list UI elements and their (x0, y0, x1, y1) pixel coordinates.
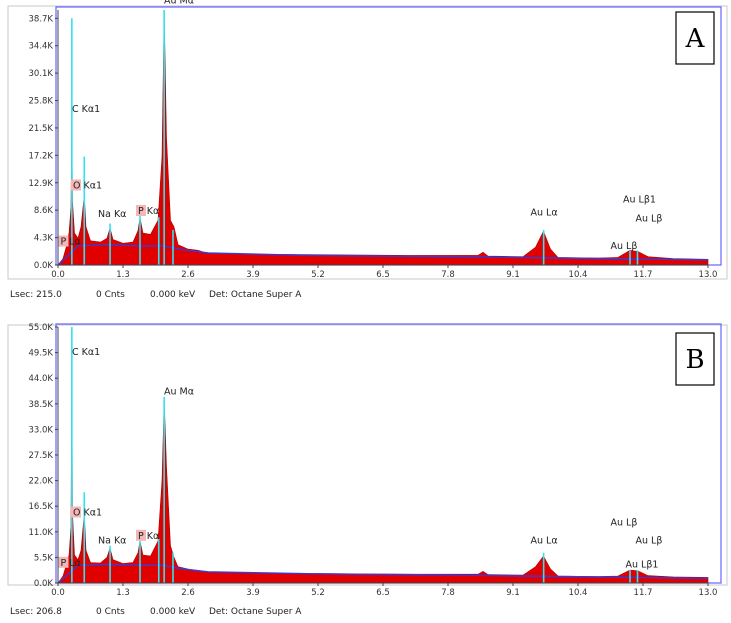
y-tick-label: 38.7K (29, 14, 54, 24)
x-tick-label: 2.6 (181, 270, 195, 280)
y-tick-label: 4.3K (34, 234, 54, 244)
peak-label: Au Mα (164, 386, 194, 397)
y-tick-label: 12.9K (29, 179, 54, 189)
peak-label: P Kα (138, 531, 159, 542)
y-tick-label: 8.6K (34, 206, 54, 216)
peak-label: O Kα1 (73, 181, 102, 192)
status-counts: 0 Cnts (96, 607, 125, 617)
x-tick-label: 3.9 (246, 270, 260, 280)
peak-label-highlight (136, 529, 146, 541)
y-tick-label: 21.5K (29, 124, 54, 134)
panel-label: B (685, 345, 704, 375)
y-tick-label: 17.2K (29, 151, 54, 161)
background-fit-line (57, 243, 709, 266)
y-tick-label: 25.8K (29, 97, 54, 107)
peak-label: P Kα (138, 206, 159, 217)
spectrum-area (57, 350, 709, 584)
peak-label: C Kα1 (72, 104, 100, 115)
peak-label: Au Lβ1 (623, 195, 656, 206)
y-tick-label: 44.0K (29, 374, 54, 384)
x-tick-label: 10.4 (569, 270, 588, 280)
panel-frame (7, 5, 728, 280)
x-tick-label: 10.4 (569, 588, 588, 598)
x-tick-label: 11.7 (634, 588, 653, 598)
status-energy: 0.000 keV (150, 607, 196, 617)
peak-label: Au Lβ (611, 518, 638, 529)
panel-label-box (675, 332, 715, 386)
y-tick-label: 22.0K (29, 477, 54, 487)
peak-label-highlight (136, 205, 146, 216)
x-tick-label: 2.6 (181, 588, 195, 598)
peak-label: Na Kα (98, 209, 126, 220)
plot-area-border (55, 323, 722, 584)
peak-label: P Lα (61, 237, 81, 248)
peak-label: Au Lβ1 (626, 560, 659, 571)
peak-label: Au Lα (531, 535, 558, 546)
y-tick-label: 33.0K (29, 425, 54, 435)
spectrum-area (57, 9, 709, 266)
x-tick-label: 1.3 (116, 588, 130, 598)
x-tick-label: 6.5 (376, 588, 390, 598)
x-tick-label: 13.0 (699, 588, 718, 598)
peak-label: P Lα (61, 558, 81, 569)
peak-label: Au Mα (164, 0, 194, 7)
y-tick-label: 0.0K (34, 261, 54, 271)
peak-label-highlight (58, 235, 69, 247)
x-tick-label: 9.1 (506, 270, 520, 280)
peak-label-highlight (71, 179, 81, 191)
y-tick-label: 27.5K (29, 451, 54, 461)
peak-label: Au Lβ (611, 241, 638, 252)
x-tick-label: 6.5 (376, 270, 390, 280)
y-tick-label: 0.0K (34, 579, 54, 589)
y-tick-label: 16.5K (29, 502, 54, 512)
x-tick-label: 5.2 (311, 270, 325, 280)
x-tick-label: 7.8 (441, 270, 455, 280)
peak-label: Na Kα (98, 535, 126, 546)
y-tick-label: 55.0K (29, 323, 54, 333)
x-tick-label: 9.1 (506, 588, 520, 598)
x-tick-label: 5.2 (311, 588, 325, 598)
status-detector: Det: Octane Super A (209, 290, 302, 300)
x-tick-label: 7.8 (441, 588, 455, 598)
y-tick-label: 34.4K (29, 42, 54, 52)
status-counts: 0 Cnts (96, 290, 125, 300)
y-tick-label: 49.5K (29, 349, 54, 359)
y-tick-label: 5.5K (34, 553, 54, 563)
y-tick-label: 38.5K (29, 400, 54, 410)
x-tick-label: 3.9 (246, 588, 260, 598)
status-lsec: Lsec: 215.0 (10, 290, 62, 300)
status-lsec: Lsec: 206.8 (10, 607, 62, 617)
spectrum-panel-a: 0.0 1.3 2.6 3.9 5.2 6.5 7.8 9.1 10.4 11.7 13.0 0.0K… (7, 0, 728, 300)
peak-label-highlight (71, 506, 81, 518)
peak-label: Au Lβ (636, 214, 663, 225)
y-tick-label: 11.0K (29, 528, 54, 538)
peak-label: C Kα1 (72, 347, 100, 358)
panel-frame (7, 324, 728, 586)
status-energy: 0.000 keV (150, 290, 196, 300)
peak-label: Au Lα (531, 207, 558, 218)
x-tick-label: 0.0 (51, 270, 65, 280)
x-tick-label: 0.0 (51, 588, 65, 598)
peak-label: Au Lβ (636, 535, 663, 546)
panel-label-box (675, 11, 715, 65)
background-fit-line (57, 563, 709, 584)
y-tick-label: 30.1K (29, 69, 54, 79)
x-tick-label: 13.0 (699, 270, 718, 280)
spectrum-panel-b: 0.0 1.3 2.6 3.9 5.2 6.5 7.8 9.1 10.4 11.7 13.0 0.0K… (7, 323, 728, 617)
panel-label: A (685, 24, 706, 54)
x-tick-label: 11.7 (634, 270, 653, 280)
status-detector: Det: Octane Super A (209, 607, 302, 617)
peak-label-highlight (58, 556, 69, 568)
peak-label: O Kα1 (73, 508, 102, 519)
x-tick-label: 1.3 (116, 270, 130, 280)
